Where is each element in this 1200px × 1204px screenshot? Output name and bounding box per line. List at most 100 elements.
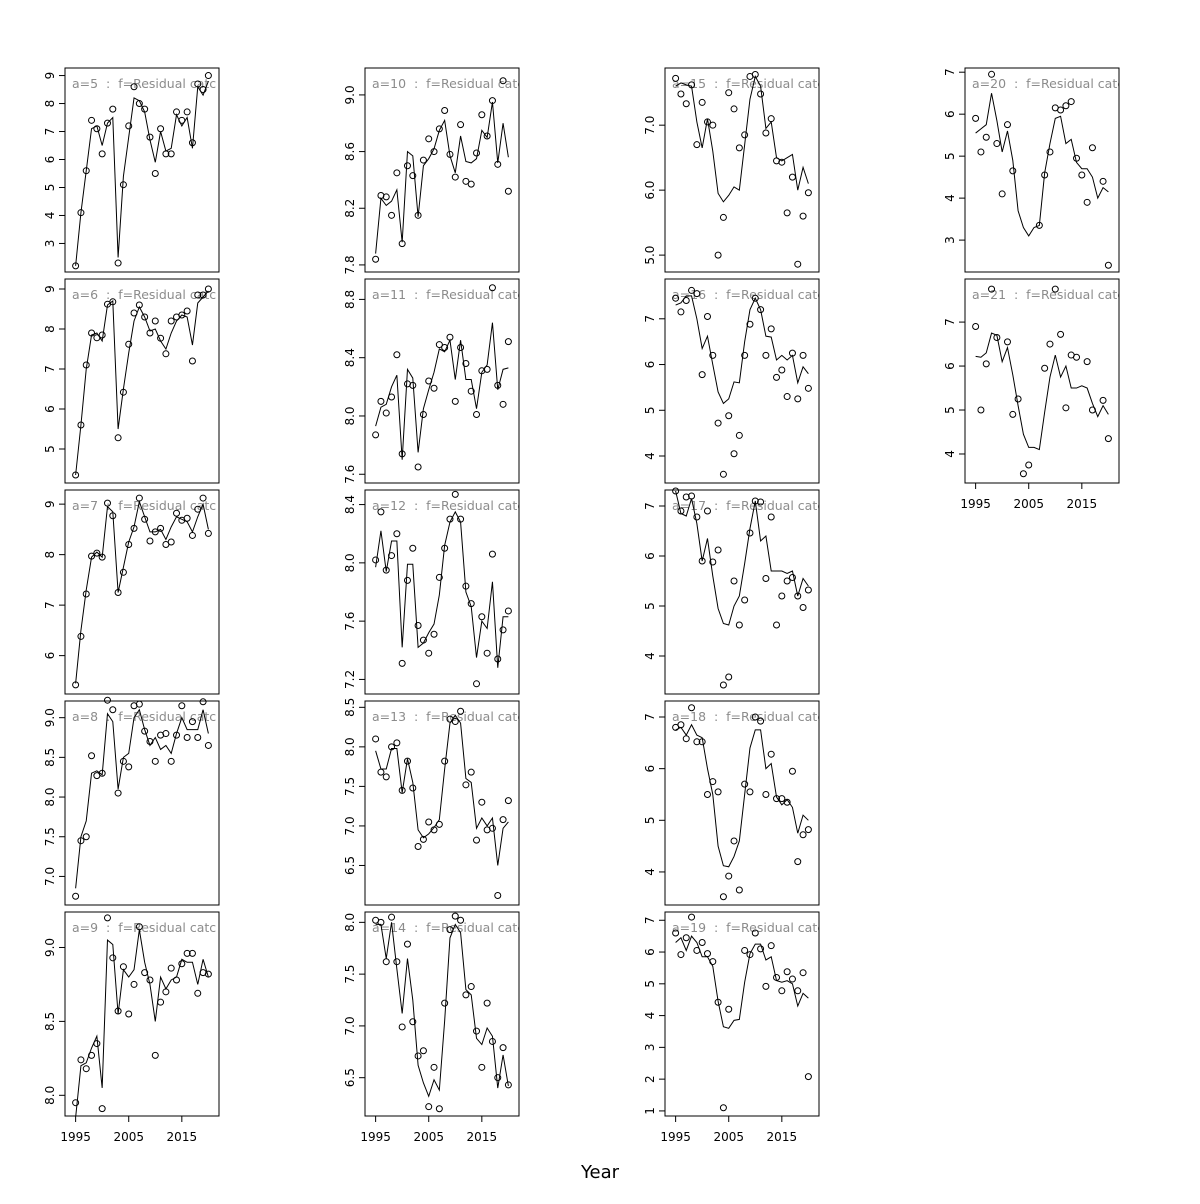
data-point bbox=[451, 912, 459, 920]
data-point bbox=[372, 431, 380, 439]
fitted-line bbox=[675, 490, 809, 626]
data-point bbox=[714, 419, 722, 427]
data-point bbox=[430, 1063, 438, 1071]
data-point bbox=[478, 111, 486, 119]
data-point bbox=[677, 951, 685, 959]
y-tick-label: 7.5 bbox=[343, 965, 357, 984]
data-point bbox=[483, 999, 491, 1007]
data-point bbox=[804, 189, 812, 197]
data-point bbox=[794, 592, 802, 600]
panel: a=9 : f=Residual catc 8.0 8.5 9.0 1995 2005 20… bbox=[43, 911, 220, 1144]
data-point bbox=[393, 739, 401, 747]
data-point bbox=[382, 773, 390, 781]
data-point bbox=[499, 626, 507, 634]
data-point bbox=[382, 409, 390, 417]
data-point bbox=[1009, 410, 1017, 418]
data-point bbox=[804, 586, 812, 594]
data-point bbox=[719, 213, 727, 221]
y-tick-label: 9 bbox=[43, 500, 57, 508]
panel-title: a=11 : f=Residual catc bbox=[372, 287, 524, 302]
y-tick-label: 6 bbox=[643, 948, 657, 956]
data-point bbox=[693, 290, 701, 298]
data-point bbox=[441, 343, 449, 351]
data-point bbox=[204, 72, 212, 80]
data-point bbox=[393, 169, 401, 177]
data-point bbox=[993, 333, 1001, 341]
data-point bbox=[125, 763, 133, 771]
data-point bbox=[977, 148, 985, 156]
data-point bbox=[435, 573, 443, 581]
data-point bbox=[682, 493, 690, 501]
data-point bbox=[709, 351, 717, 359]
data-point bbox=[377, 768, 385, 776]
data-point bbox=[682, 100, 690, 108]
y-tick-label: 7 bbox=[643, 315, 657, 323]
data-point bbox=[204, 741, 212, 749]
data-point bbox=[741, 596, 749, 604]
panel-frame bbox=[64, 278, 220, 484]
y-tick-label: 7 bbox=[643, 916, 657, 924]
data-point bbox=[488, 284, 496, 292]
panel: a=20 : f=Residual catc 3 4 5 6 7 bbox=[943, 67, 1120, 273]
data-point bbox=[103, 119, 111, 127]
panel: a=21 : f=Residual catc 4 5 6 7 1995 2005 2015 bbox=[943, 278, 1120, 511]
data-point bbox=[151, 757, 159, 765]
panel: a=5 : f=Residual catc 3 4 5 6 7 8 9 bbox=[43, 67, 220, 273]
x-tick-label: 2015 bbox=[767, 1130, 798, 1144]
data-point bbox=[1051, 285, 1059, 293]
data-point bbox=[725, 89, 733, 97]
data-point bbox=[1104, 261, 1112, 269]
y-tick-label: 7 bbox=[43, 601, 57, 609]
y-tick-label: 8 bbox=[43, 100, 57, 108]
data-point bbox=[703, 950, 711, 958]
data-point bbox=[167, 964, 175, 972]
y-tick-label: 1 bbox=[643, 1107, 657, 1115]
data-point bbox=[393, 530, 401, 538]
data-point bbox=[993, 140, 1001, 148]
data-point bbox=[1083, 358, 1091, 366]
panel-frame bbox=[364, 67, 520, 273]
data-point bbox=[799, 604, 807, 611]
fitted-line bbox=[375, 322, 509, 460]
data-point bbox=[693, 141, 701, 149]
data-point bbox=[178, 311, 186, 319]
data-point bbox=[167, 538, 175, 546]
data-point bbox=[82, 833, 90, 841]
data-point bbox=[746, 951, 754, 959]
data-point bbox=[730, 837, 738, 845]
data-point bbox=[794, 858, 802, 866]
data-point bbox=[157, 524, 165, 532]
data-point bbox=[988, 285, 996, 293]
y-tick-label: 7.0 bbox=[643, 116, 657, 135]
y-tick-label: 7.5 bbox=[343, 777, 357, 796]
data-point bbox=[403, 576, 411, 584]
y-tick-label: 7.0 bbox=[343, 1016, 357, 1035]
data-point bbox=[204, 285, 212, 293]
data-point bbox=[457, 707, 465, 715]
panel: a=19 : f=Residual catc 1 2 3 4 5 6 7 1995 2005 201… bbox=[643, 911, 820, 1144]
data-point bbox=[730, 577, 738, 585]
data-point bbox=[735, 144, 743, 152]
x-tick-label: 2015 bbox=[467, 1130, 498, 1144]
data-point bbox=[409, 1018, 417, 1026]
x-tick-label: 1995 bbox=[360, 1130, 391, 1144]
y-tick-label: 4 bbox=[643, 652, 657, 660]
data-point bbox=[425, 649, 433, 657]
data-point bbox=[703, 313, 711, 321]
panel: a=7 : f=Residual catc 6 7 8 9 bbox=[43, 489, 220, 695]
data-point bbox=[494, 1074, 502, 1082]
panel-title: a=16 : f=Residual catc bbox=[672, 287, 824, 302]
data-point bbox=[788, 767, 796, 775]
y-tick-label: 5 bbox=[643, 816, 657, 824]
y-tick-label: 4 bbox=[943, 194, 957, 202]
x-tick-label: 1995 bbox=[960, 497, 991, 511]
data-point bbox=[709, 558, 717, 566]
data-point bbox=[982, 133, 990, 141]
data-point bbox=[504, 607, 512, 615]
y-tick-label: 9 bbox=[43, 72, 57, 80]
data-point bbox=[419, 1047, 427, 1055]
y-tick-label: 4 bbox=[643, 452, 657, 460]
data-point bbox=[762, 351, 770, 359]
y-tick-label: 6 bbox=[43, 156, 57, 164]
data-point bbox=[467, 768, 475, 776]
